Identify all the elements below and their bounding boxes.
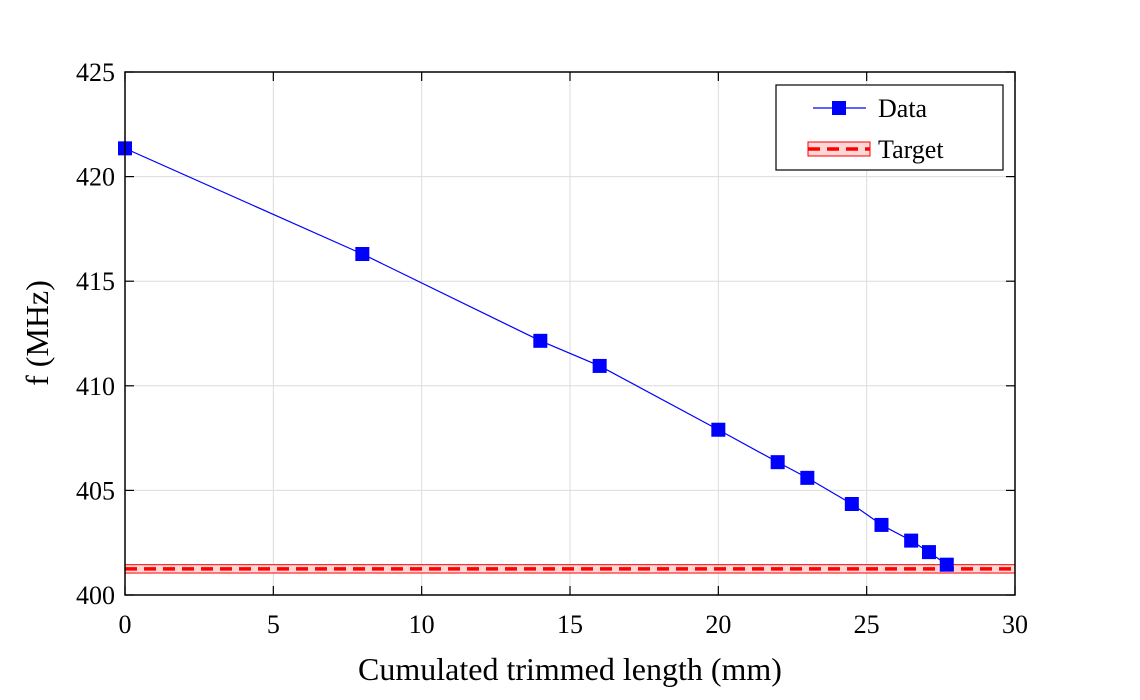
data-point [592,358,607,373]
series-layer [118,141,954,572]
x-tick-label: 15 [557,610,583,639]
legend: Data Target [775,84,1004,171]
x-tick-label: 30 [1002,610,1028,639]
y-tick-label: 425 [76,58,115,87]
data-point [939,557,954,572]
x-axis-label: Cumulated trimmed length (mm) [358,651,782,687]
data-point [844,496,859,511]
y-tick-label: 405 [76,476,115,505]
data-point [533,333,548,348]
data-point [921,545,936,560]
legend-box [775,84,1004,171]
data-point [711,422,726,437]
x-tick-label: 0 [119,610,132,639]
data-point [874,517,889,532]
data-point [355,247,370,262]
x-tick-label: 25 [854,610,880,639]
data-point [800,470,815,485]
y-tick-label: 410 [76,372,115,401]
y-tick-label: 415 [76,267,115,296]
data-point [770,455,785,470]
target-layer [124,564,1016,574]
y-tick-label: 420 [76,163,115,192]
grid [125,72,1015,595]
legend-data-label: Data [878,94,928,123]
ticks: 0 5 10 15 20 25 30 400 405 410 415 420 425 [76,58,1028,639]
legend-target-label: Target [878,135,944,164]
legend-data-marker [832,101,846,115]
data-point [904,533,919,548]
x-tick-label: 5 [267,610,280,639]
y-tick-label: 400 [76,581,115,610]
x-tick-label: 10 [409,610,435,639]
x-tick-label: 20 [705,610,731,639]
y-axis-label: f (MHz) [19,280,55,386]
